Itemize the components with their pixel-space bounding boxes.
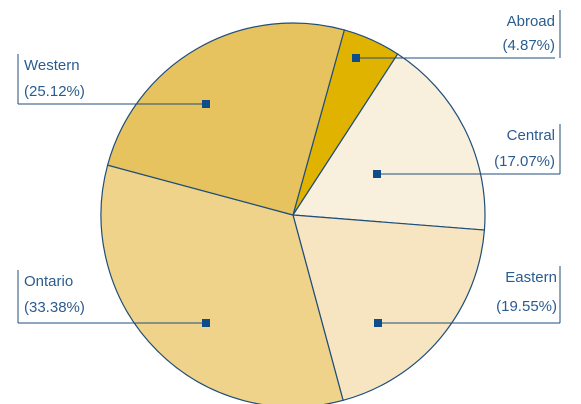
pie-slice-central xyxy=(291,53,486,231)
pie-slice-western xyxy=(106,22,346,216)
slice-percent-western: (25.12%) xyxy=(24,83,85,100)
pie-slice-eastern xyxy=(292,214,486,402)
slice-name-abroad: Abroad xyxy=(507,13,555,30)
pie-slices xyxy=(100,22,486,404)
slice-name-eastern: Eastern xyxy=(505,269,557,286)
slice-name-ontario: Ontario xyxy=(24,273,73,290)
slice-percent-eastern: (19.55%) xyxy=(496,298,557,315)
slice-marker-eastern xyxy=(374,319,382,327)
slice-name-western: Western xyxy=(24,57,80,74)
slice-name-central: Central xyxy=(507,127,555,144)
slice-percent-central: (17.07%) xyxy=(494,153,555,170)
slice-percent-abroad: (4.87%) xyxy=(502,37,555,54)
slice-percent-ontario: (33.38%) xyxy=(24,299,85,316)
slice-marker-ontario xyxy=(202,319,210,327)
slice-marker-abroad xyxy=(352,54,360,62)
pie-annotations: Abroad (4.87%) Central (17.07%) Eastern (19.5… xyxy=(17,10,561,327)
pie-slice-ontario xyxy=(100,164,344,404)
slice-marker-central xyxy=(373,170,381,178)
slice-marker-western xyxy=(202,100,210,108)
